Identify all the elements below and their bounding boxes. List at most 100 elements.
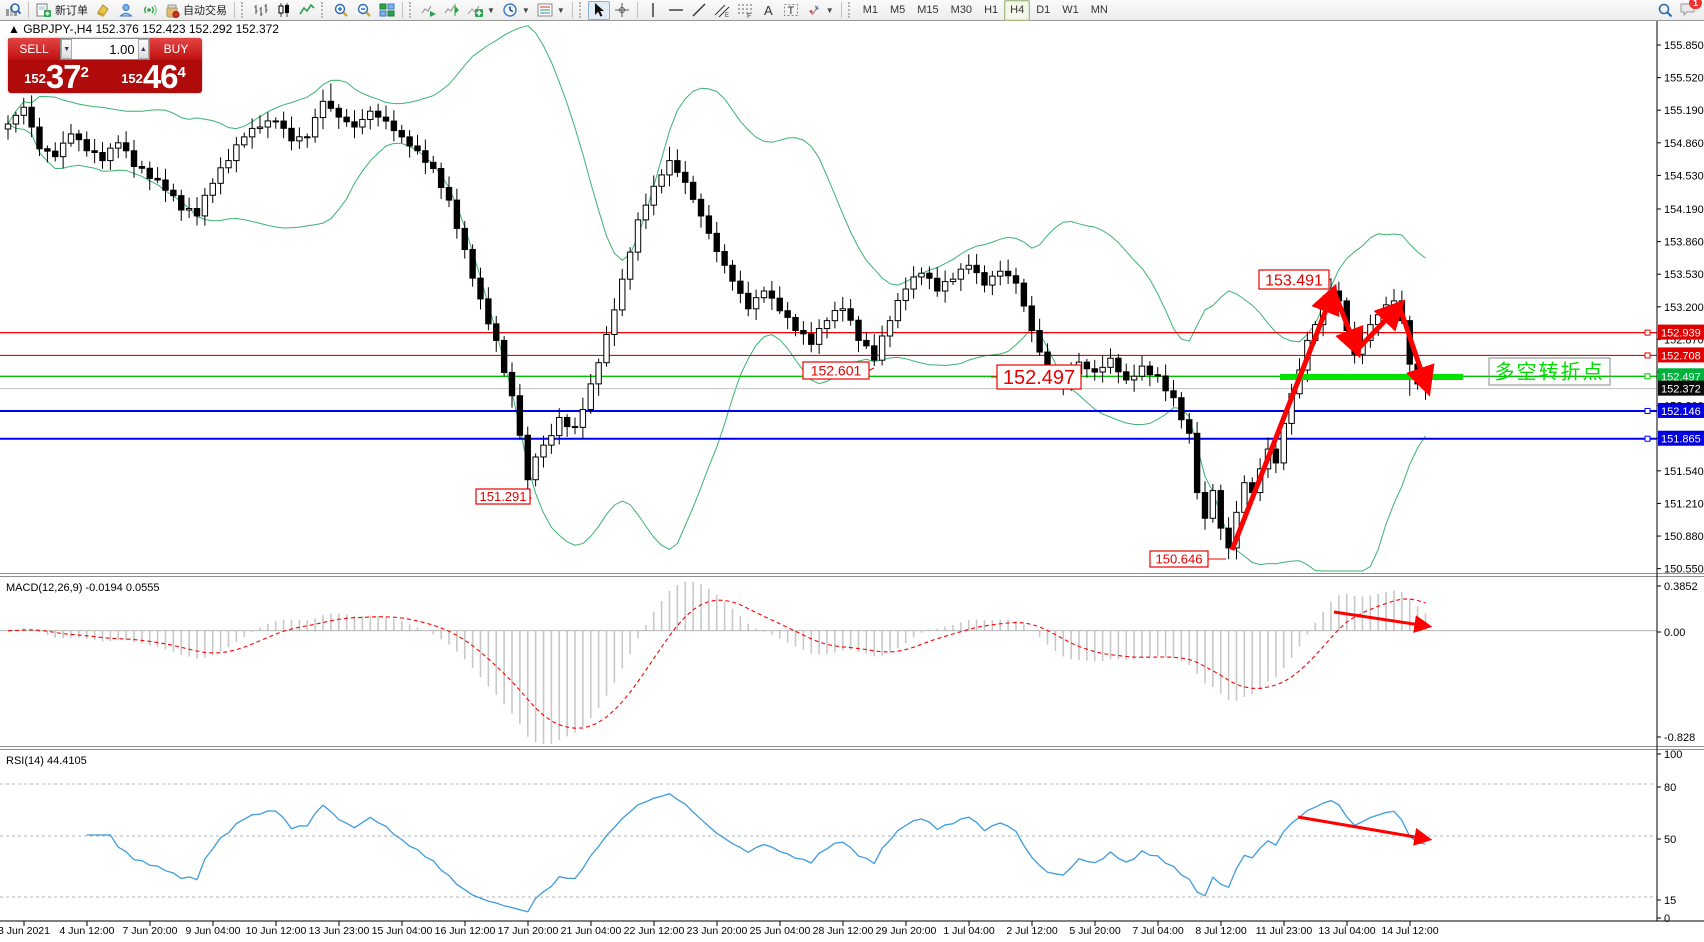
rsi-label: RSI(14) 44.4105 (6, 755, 87, 767)
timeframe-button-h4[interactable]: H4 (1004, 0, 1031, 21)
buy-price-base: 152 (121, 71, 143, 86)
price-chart-svg[interactable]: 153.491 152.601 152.497 151.291 150.646 多空转折点… (0, 21, 1704, 937)
timeframe-button-h1[interactable]: H1 (984, 4, 999, 16)
macd-trend-arrow[interactable] (1333, 610, 1433, 634)
lot-size-input[interactable] (72, 39, 138, 59)
signals-button[interactable] (138, 1, 160, 20)
search-icon[interactable] (1657, 2, 1673, 18)
cursor-button[interactable] (587, 0, 610, 20)
horizontal-line-button[interactable] (665, 1, 687, 20)
time-axis-label: 1 Jul 04:00 (943, 925, 995, 937)
price-callout-box[interactable] (1149, 550, 1209, 568)
time-axis-label: 4 Jun 12:00 (60, 925, 115, 937)
metaeditor-icon (97, 4, 109, 17)
vertical-line-button[interactable] (642, 1, 664, 20)
new-order-button[interactable]: 新订单 (33, 1, 91, 20)
trend-arrow-3[interactable] (1355, 299, 1406, 352)
chart-area[interactable]: 153.491 152.601 152.497 151.291 150.646 多空转折点… (0, 21, 1704, 937)
price-callout-box[interactable] (1258, 269, 1330, 290)
trend-arrow-4[interactable] (1397, 307, 1435, 397)
time-axis-label: 3 Jun 2021 (0, 925, 50, 937)
main-toolbar: 新订单 自动交易 ▼ ▼ (0, 0, 1704, 21)
price-tick-label: 151.540 (1664, 466, 1704, 478)
bar-chart-button[interactable] (250, 1, 272, 20)
time-axis-label: 8 Jul 12:00 (1195, 925, 1247, 937)
trendline-button[interactable] (688, 1, 710, 20)
trend-arrow-2[interactable] (1332, 293, 1364, 359)
text-label-button[interactable]: T (780, 1, 802, 20)
chart-shift-button[interactable] (441, 1, 463, 20)
new-order-icon (36, 3, 51, 17)
buy-button[interactable]: BUY (150, 38, 202, 60)
line-chart-icon (299, 3, 315, 15)
price-tick-label: 153.200 (1664, 302, 1704, 314)
tile-windows-button[interactable] (376, 1, 398, 20)
time-axis-label: 15 Jun 04:00 (372, 925, 433, 937)
crosshair-button[interactable] (611, 1, 633, 20)
macd-axis-label: 0.3852 (1664, 581, 1698, 593)
timeframe-button-d1[interactable]: D1 (1036, 4, 1051, 16)
zoom-in-button[interactable] (330, 1, 352, 20)
periods-button[interactable]: ▼ (499, 1, 533, 20)
lot-increase-button[interactable]: ▲ (137, 39, 149, 59)
price-callout-box[interactable] (996, 364, 1082, 390)
symbols-button[interactable] (2, 1, 24, 20)
fibonacci-icon: F (737, 4, 752, 18)
time-axis-label: 13 Jul 04:00 (1318, 925, 1375, 937)
symbols-chart-icon (6, 3, 21, 16)
line-chart-button[interactable] (296, 1, 318, 20)
time-axis-label: 21 Jun 04:00 (561, 925, 622, 937)
channel-button[interactable]: E (711, 1, 733, 20)
price-tick-label: 151.210 (1664, 498, 1704, 510)
price-callout-box[interactable] (475, 488, 531, 505)
macd-signal-line (7, 598, 1426, 729)
text-label-icon: T (783, 4, 798, 17)
sell-price-pips: 37 (45, 58, 82, 95)
zoom-out-button[interactable] (353, 1, 375, 20)
new-order-label: 新订单 (55, 5, 88, 17)
symbol-quote-line: ▲ GBPJPY-,H4 152.376 152.423 152.292 152… (8, 22, 279, 36)
sell-price-base: 152 (24, 71, 46, 86)
fibonacci-button[interactable]: F (734, 1, 756, 20)
price-tick-label: 154.530 (1664, 170, 1704, 182)
community-button[interactable] (115, 1, 137, 20)
timeframe-button-m15[interactable]: M15 (917, 4, 939, 16)
timeframe-button-mn[interactable]: MN (1090, 4, 1108, 16)
templates-button[interactable]: ▼ (534, 1, 568, 20)
buy-price[interactable]: 152 46 4 (105, 60, 202, 93)
community-person-icon (119, 4, 133, 17)
text-button[interactable]: A (757, 1, 779, 20)
zoom-in-icon (334, 3, 348, 17)
arrows-caret-icon: ▼ (825, 5, 834, 15)
macd-axis-label: -0.828 (1664, 732, 1695, 744)
sell-button[interactable]: SELL (8, 38, 60, 60)
price-callout-box[interactable] (802, 361, 870, 380)
price-tick-label: 154.190 (1664, 204, 1704, 216)
timeframe-button-m1[interactable]: M1 (862, 4, 878, 16)
candles (4, 83, 1429, 560)
autotrading-button[interactable]: 自动交易 (161, 1, 230, 20)
indicators-caret-icon: ▼ (487, 5, 495, 15)
timeframe-button-m30[interactable]: M30 (950, 4, 973, 16)
rsi-trend-arrow[interactable] (1297, 815, 1433, 846)
time-axis-label: 10 Jun 12:00 (246, 925, 307, 937)
sell-price[interactable]: 152 37 2 (8, 60, 105, 93)
metaeditor-button[interactable] (92, 1, 114, 20)
buy-price-pips: 46 (142, 58, 179, 95)
candle-chart-button[interactable] (273, 1, 295, 20)
notifications-button[interactable]: 1 (1679, 0, 1702, 20)
timeframe-button-m5[interactable]: M5 (889, 4, 906, 16)
auto-scroll-button[interactable] (418, 1, 440, 20)
trend-arrow-1[interactable] (1229, 283, 1340, 551)
price-callout-text: 150.646 (1156, 552, 1203, 567)
time-axis-label: 14 Jul 12:00 (1381, 925, 1438, 937)
turning-point-box[interactable] (1488, 357, 1611, 386)
rsi-axis-label: 100 (1664, 749, 1682, 761)
arrows-button[interactable]: ▼ (803, 1, 837, 20)
timeframe-button-w1[interactable]: W1 (1062, 4, 1079, 16)
rsi-axis-label: 80 (1664, 782, 1676, 794)
time-axis-label: 11 Jul 23:00 (1256, 925, 1313, 937)
indicators-button[interactable]: ▼ (464, 1, 498, 20)
lot-decrease-button[interactable]: ▼ (61, 39, 73, 59)
